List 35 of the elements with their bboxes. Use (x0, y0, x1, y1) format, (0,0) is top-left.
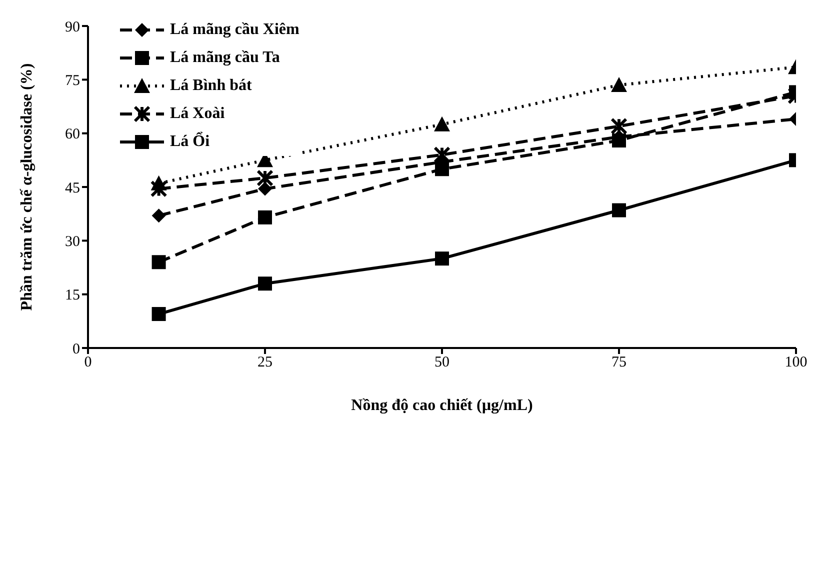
point (434, 146, 450, 164)
point (258, 276, 272, 291)
point (152, 208, 166, 223)
y-tick-label: 0 (72, 341, 80, 358)
x-tick-label: 100 (784, 354, 808, 371)
x-tick-label: 50 (434, 354, 450, 371)
point (256, 170, 274, 187)
legend-label: Lá mãng cầu Xiêm (170, 21, 300, 39)
point (435, 252, 449, 266)
x-tick-label: 0 (84, 354, 92, 371)
point (434, 116, 450, 132)
point (435, 162, 449, 176)
y-tick-label: 45 (65, 180, 80, 196)
y-tick-label: 30 (65, 234, 80, 250)
x-axis-title: Nồng độ cao chiết (µg/mL) (351, 397, 533, 414)
y-tick-label: 75 (65, 72, 80, 89)
x-tick-label: 25 (258, 354, 272, 371)
point (612, 133, 626, 148)
legend-label: Lá Ổi (170, 133, 210, 151)
point (258, 210, 272, 224)
point (258, 182, 272, 196)
point (611, 77, 627, 92)
legend-label: Lá mãng cầu Ta (170, 49, 280, 67)
legend-label: Lá Xoài (170, 105, 225, 123)
x-tick-label: 75 (612, 354, 626, 371)
y-tick-label: 15 (65, 288, 80, 304)
point (152, 255, 166, 270)
point (150, 180, 168, 198)
point (612, 203, 626, 218)
point (610, 118, 628, 135)
y-tick-label: 60 (65, 126, 80, 143)
legend-label: Lá Bình bát (170, 77, 252, 95)
y-axis-title: Phần trăm ức chế α-glucosidase (%) (18, 63, 36, 311)
point (152, 307, 166, 322)
y-tick-label: 90 (65, 19, 80, 36)
